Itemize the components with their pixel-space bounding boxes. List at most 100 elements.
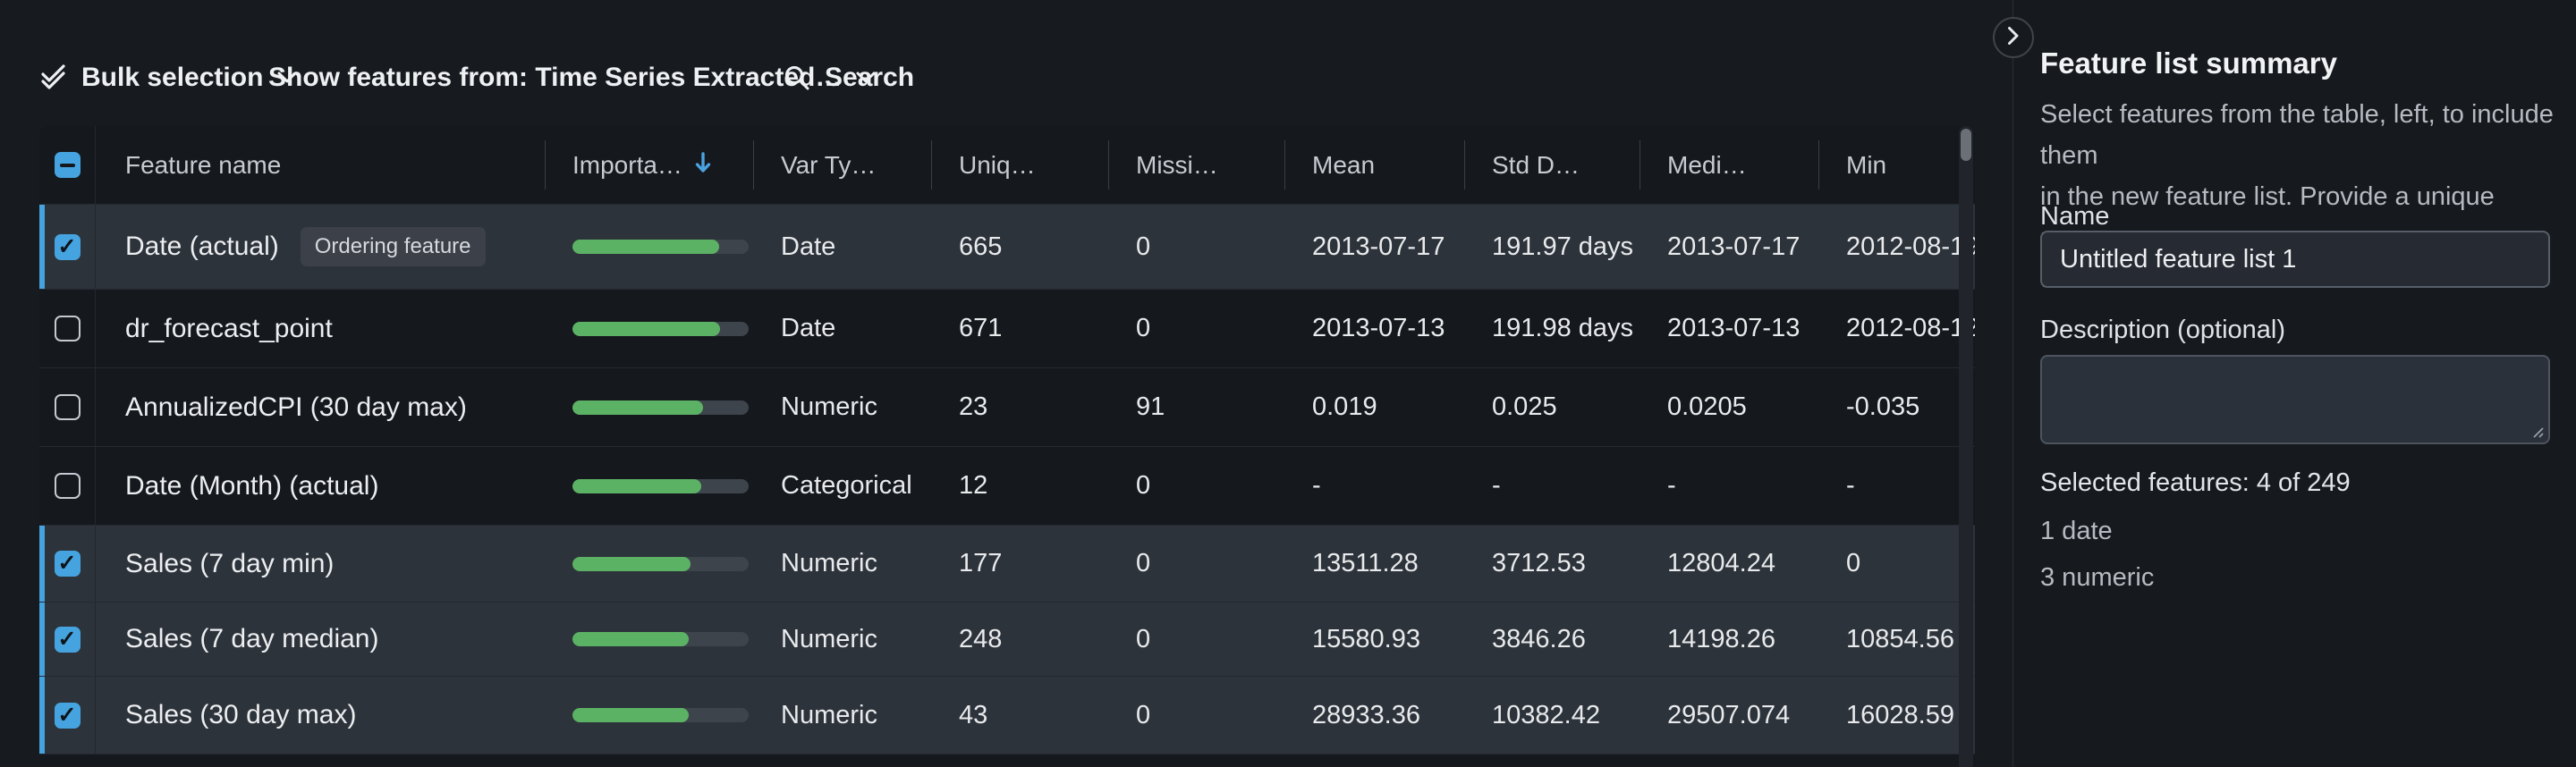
- table-row[interactable]: ✓ Sales (7 day median) Numeric 248 0 15580.93…: [39, 603, 1975, 677]
- min-cell: -0.035: [1846, 392, 1920, 421]
- min-cell: -: [1846, 471, 1855, 500]
- mean-cell: 0.019: [1312, 392, 1377, 421]
- missing-cell: 0: [1136, 624, 1151, 653]
- importance-bar-track: [572, 708, 749, 722]
- min-cell: 2012-08-19: [1846, 232, 1975, 261]
- table-row[interactable]: ✓ Sales (30 day max) Numeric 43 0 28933.36 103…: [39, 677, 1975, 754]
- var-type-cell: Numeric: [781, 700, 877, 729]
- var-type-cell: Numeric: [781, 624, 877, 653]
- bulk-selection-button[interactable]: Bulk selection: [40, 54, 297, 102]
- row-checkbox[interactable]: ✓: [54, 233, 80, 260]
- missing-cell: 0: [1136, 549, 1151, 577]
- missing-cell: 0: [1136, 314, 1151, 342]
- unique-cell: 248: [959, 624, 1003, 653]
- row-checkbox[interactable]: [54, 473, 80, 499]
- header-cell-feature-name[interactable]: Feature name: [125, 150, 282, 179]
- row-checkbox[interactable]: ✓: [54, 626, 80, 653]
- importance-bar-fill: [572, 240, 719, 254]
- feature-name: Date (Month) (actual): [125, 470, 379, 501]
- feature-name: Sales (7 day min): [125, 548, 335, 578]
- importance-cell: [545, 205, 753, 289]
- feature-name: Sales (7 day median): [125, 624, 379, 653]
- feature-name: dr_forecast_point: [125, 313, 333, 343]
- mean-cell: 2013-07-13: [1312, 314, 1445, 342]
- row-checkbox[interactable]: ✓: [54, 702, 80, 729]
- row-checkbox-cell: ✓: [39, 603, 96, 676]
- min-cell: 2012-08-12: [1846, 314, 1975, 342]
- std-dev-cell: 191.97 days: [1492, 232, 1634, 261]
- importance-bar-track: [572, 321, 749, 336]
- header-cell-checkbox: [39, 126, 96, 204]
- header-cell-median[interactable]: Medi…: [1640, 126, 1818, 204]
- breakdown-numeric: 3 numeric: [2040, 563, 2155, 592]
- table-row[interactable]: dr_forecast_point Date 671 0 2013-07-13 191.9…: [39, 290, 1975, 368]
- importance-bar-track: [572, 556, 749, 571]
- mean-cell: 2013-07-17: [1312, 232, 1445, 261]
- header-cell-missing[interactable]: Missi…: [1108, 126, 1284, 204]
- row-checkbox-cell: ✓: [39, 677, 96, 754]
- mean-cell: -: [1312, 471, 1321, 500]
- row-checkbox[interactable]: [54, 316, 80, 341]
- unique-cell: 12: [959, 471, 988, 500]
- feature-name: AnnualizedCPI (30 day max): [125, 392, 467, 422]
- table-body: ✓ Date (actual) Ordering feature Date 665 0 20…: [39, 205, 1975, 754]
- row-checkbox-cell: ✓: [39, 205, 96, 289]
- header-cell-var-type[interactable]: Var Ty…: [753, 126, 931, 204]
- show-features-from-dropdown[interactable]: Show features from: Time Series Extracte…: [268, 54, 876, 102]
- row-checkbox-cell: ✓: [39, 526, 96, 602]
- importance-bar-fill: [572, 400, 703, 415]
- min-cell: 16028.59: [1846, 700, 1954, 729]
- feature-list-summary-panel: Feature list summary Select features fro…: [1993, 0, 2576, 767]
- search-icon: [784, 64, 810, 91]
- header-cell-unique[interactable]: Uniq…: [931, 126, 1108, 204]
- std-dev-cell: 3846.26: [1492, 624, 1586, 653]
- search-button[interactable]: Search: [784, 54, 914, 102]
- description-textarea[interactable]: [2040, 355, 2550, 444]
- header-cell-importance[interactable]: Importa…: [545, 126, 753, 204]
- feature-name-cell: Date (Month) (actual): [96, 447, 545, 525]
- feature-name: Sales (30 day max): [125, 700, 357, 729]
- importance-bar-fill: [572, 632, 690, 646]
- collapse-panel-button[interactable]: [1993, 17, 2034, 58]
- missing-cell: 0: [1136, 471, 1151, 500]
- table-scrollbar-thumb[interactable]: [1961, 129, 1971, 161]
- var-type-cell: Date: [781, 232, 836, 261]
- feature-name-cell: dr_forecast_point: [96, 290, 545, 367]
- table-scrollbar-track[interactable]: [1959, 126, 1973, 767]
- table-row-partial[interactable]: [39, 754, 1975, 766]
- var-type-cell: Numeric: [781, 549, 877, 577]
- importance-cell: [545, 447, 753, 525]
- mean-cell: 28933.36: [1312, 700, 1420, 729]
- table-row[interactable]: ✓ Sales (7 day min) Numeric 177 0 13511.28 371…: [39, 526, 1975, 603]
- description-label: Description (optional): [2040, 316, 2286, 344]
- importance-bar-track: [572, 632, 749, 646]
- importance-cell: [545, 603, 753, 676]
- chevron-down-icon: [856, 72, 876, 84]
- missing-cell: 91: [1136, 392, 1165, 421]
- double-check-icon: [40, 64, 67, 91]
- table-row[interactable]: ✓ Date (actual) Ordering feature Date 665 0 20…: [39, 205, 1975, 290]
- table-header-row: Feature name Importa… Var Ty… Uniq… Miss…: [39, 126, 1975, 205]
- row-checkbox[interactable]: [54, 394, 80, 420]
- unique-cell: 665: [959, 232, 1003, 261]
- select-all-checkbox[interactable]: [54, 152, 80, 178]
- bulk-selection-label: Bulk selection: [81, 63, 264, 92]
- std-dev-cell: 191.98 days: [1492, 314, 1634, 342]
- feature-list-name-input[interactable]: [2040, 231, 2550, 288]
- median-cell: -: [1667, 471, 1676, 500]
- header-cell-mean[interactable]: Mean: [1284, 126, 1464, 204]
- toolbar: Bulk selection Show features from: Time …: [0, 0, 2012, 126]
- unique-cell: 177: [959, 549, 1003, 577]
- importance-bar-fill: [572, 556, 691, 571]
- std-dev-cell: 10382.42: [1492, 700, 1600, 729]
- unique-cell: 43: [959, 700, 988, 729]
- header-cell-std-dev[interactable]: Std D…: [1464, 126, 1640, 204]
- row-checkbox-cell: [39, 290, 96, 367]
- table-row[interactable]: AnnualizedCPI (30 day max) Numeric 23 91 0.0…: [39, 368, 1975, 447]
- header-cell-min[interactable]: Min: [1818, 126, 1975, 204]
- importance-cell: [545, 290, 753, 367]
- table-row[interactable]: Date (Month) (actual) Categorical 12 0 - - - -: [39, 447, 1975, 526]
- importance-bar-track: [572, 240, 749, 254]
- row-checkbox[interactable]: ✓: [54, 551, 80, 577]
- min-cell: 0: [1846, 549, 1861, 577]
